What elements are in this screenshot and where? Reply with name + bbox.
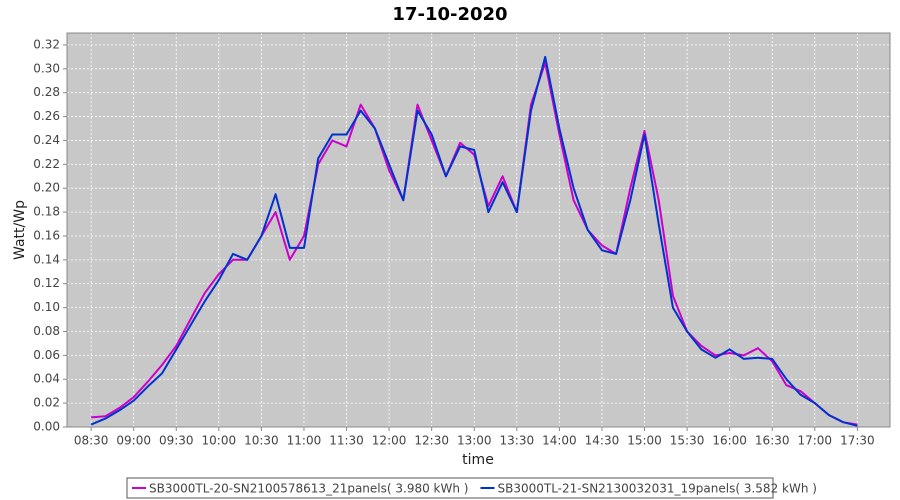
y-tick-label: 0.00: [33, 420, 60, 434]
x-tick-label: 14:00: [542, 434, 577, 448]
x-tick-label: 12:30: [414, 434, 449, 448]
series-line: [90, 55, 858, 427]
y-tick-label: 0.02: [33, 396, 60, 410]
x-tick-label: 16:00: [712, 434, 747, 448]
y-tick-label: 0.16: [33, 228, 60, 242]
legend-label: SB3000TL-21-SN2130032031_19panels( 3.582…: [497, 482, 816, 496]
x-tick-label: 14:30: [585, 434, 620, 448]
x-tick-label: 08:30: [74, 434, 109, 448]
chart-title: 17-10-2020: [392, 4, 507, 25]
x-tick-label: 10:30: [244, 434, 279, 448]
x-tick-label: 12:00: [372, 434, 407, 448]
x-tick-label: 10:00: [202, 434, 237, 448]
y-tick-label: 0.08: [33, 324, 60, 338]
x-tick-label: 09:30: [159, 434, 194, 448]
legend: [126, 477, 774, 499]
y-tick-label: 0.18: [33, 205, 60, 219]
y-tick-label: 0.32: [33, 37, 60, 51]
plot-area: [67, 33, 890, 427]
y-tick-label: 0.24: [33, 133, 60, 147]
x-tick-label: 15:00: [627, 434, 662, 448]
x-tick-label: 13:30: [500, 434, 535, 448]
y-tick-label: 0.04: [33, 372, 60, 386]
x-tick-label: 11:00: [287, 434, 322, 448]
x-tick-label: 17:00: [797, 434, 832, 448]
y-tick-label: 0.28: [33, 85, 60, 99]
x-tick-label: 17:30: [840, 434, 875, 448]
x-tick-label: 15:30: [670, 434, 705, 448]
y-tick-label: 0.12: [33, 276, 60, 290]
x-tick-label: 09:00: [116, 434, 151, 448]
x-tick-label: 11:30: [329, 434, 364, 448]
legend-label: SB3000TL-20-SN2100578613_21panels( 3.980…: [149, 482, 468, 496]
y-tick-label: 0.30: [33, 61, 60, 75]
y-tick-label: 0.14: [33, 252, 60, 266]
y-tick-label: 0.22: [33, 157, 60, 171]
y-axis-label: Watt/Wp: [12, 200, 28, 260]
y-tick-label: 0.26: [33, 109, 60, 123]
x-tick-label: 13:00: [457, 434, 492, 448]
series-line: [91, 61, 858, 426]
x-tick-label: 16:30: [755, 434, 790, 448]
plot-border: [66, 32, 891, 428]
y-tick-label: 0.10: [33, 300, 60, 314]
y-tick-label: 0.20: [33, 181, 60, 195]
y-tick-label: 0.06: [33, 348, 60, 362]
x-axis-label: time: [462, 452, 494, 468]
